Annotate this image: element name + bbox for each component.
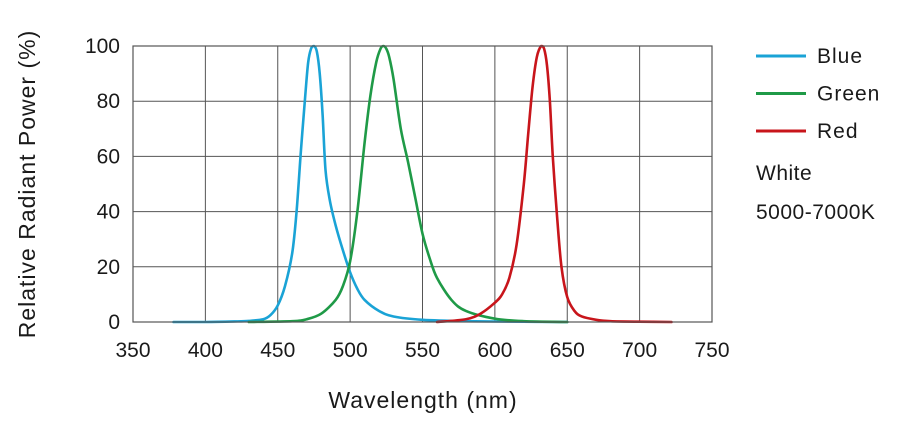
frame-layer bbox=[132, 45, 713, 323]
y-tick-label-100: 100 bbox=[85, 35, 120, 58]
legend-label-blue: Blue bbox=[817, 45, 863, 68]
x-tick-label-600: 600 bbox=[477, 339, 512, 362]
x-tick-label-550: 550 bbox=[405, 339, 440, 362]
x-tick-label-350: 350 bbox=[115, 339, 150, 362]
legend-label-red: Red bbox=[817, 120, 859, 143]
grid-layer bbox=[132, 45, 713, 323]
y-tick-label-0: 0 bbox=[108, 311, 120, 334]
y-tick-label-80: 80 bbox=[97, 90, 120, 113]
plot-frame bbox=[132, 45, 713, 323]
series-layer bbox=[172, 44, 673, 324]
legend-label-green: Green bbox=[817, 83, 880, 106]
y-tick-label-20: 20 bbox=[97, 256, 120, 279]
y-tick-label-40: 40 bbox=[97, 201, 120, 224]
series-line-green bbox=[247, 44, 569, 324]
note-white-label: White bbox=[756, 162, 812, 185]
x-tick-label-400: 400 bbox=[188, 339, 223, 362]
x-axis-title: Wavelength (nm) bbox=[328, 387, 517, 413]
x-tick-label-500: 500 bbox=[333, 339, 368, 362]
x-tick-label-450: 450 bbox=[260, 339, 295, 362]
y-axis-title: Relative Radiant Power (%) bbox=[14, 30, 40, 339]
x-tick-label-700: 700 bbox=[622, 339, 657, 362]
tick-label-layer: 350 400 450 500 550 600 650 700 750 0 20 40 60 80 100 bbox=[85, 35, 730, 362]
note-cct-label: 5000-7000K bbox=[756, 201, 875, 224]
series-line-blue bbox=[172, 44, 569, 324]
y-tick-label-60: 60 bbox=[97, 145, 120, 168]
x-tick-label-750: 750 bbox=[694, 339, 729, 362]
series-line-red bbox=[435, 44, 673, 324]
x-tick-label-650: 650 bbox=[550, 339, 585, 362]
legend: Blue Green Red bbox=[756, 45, 880, 143]
